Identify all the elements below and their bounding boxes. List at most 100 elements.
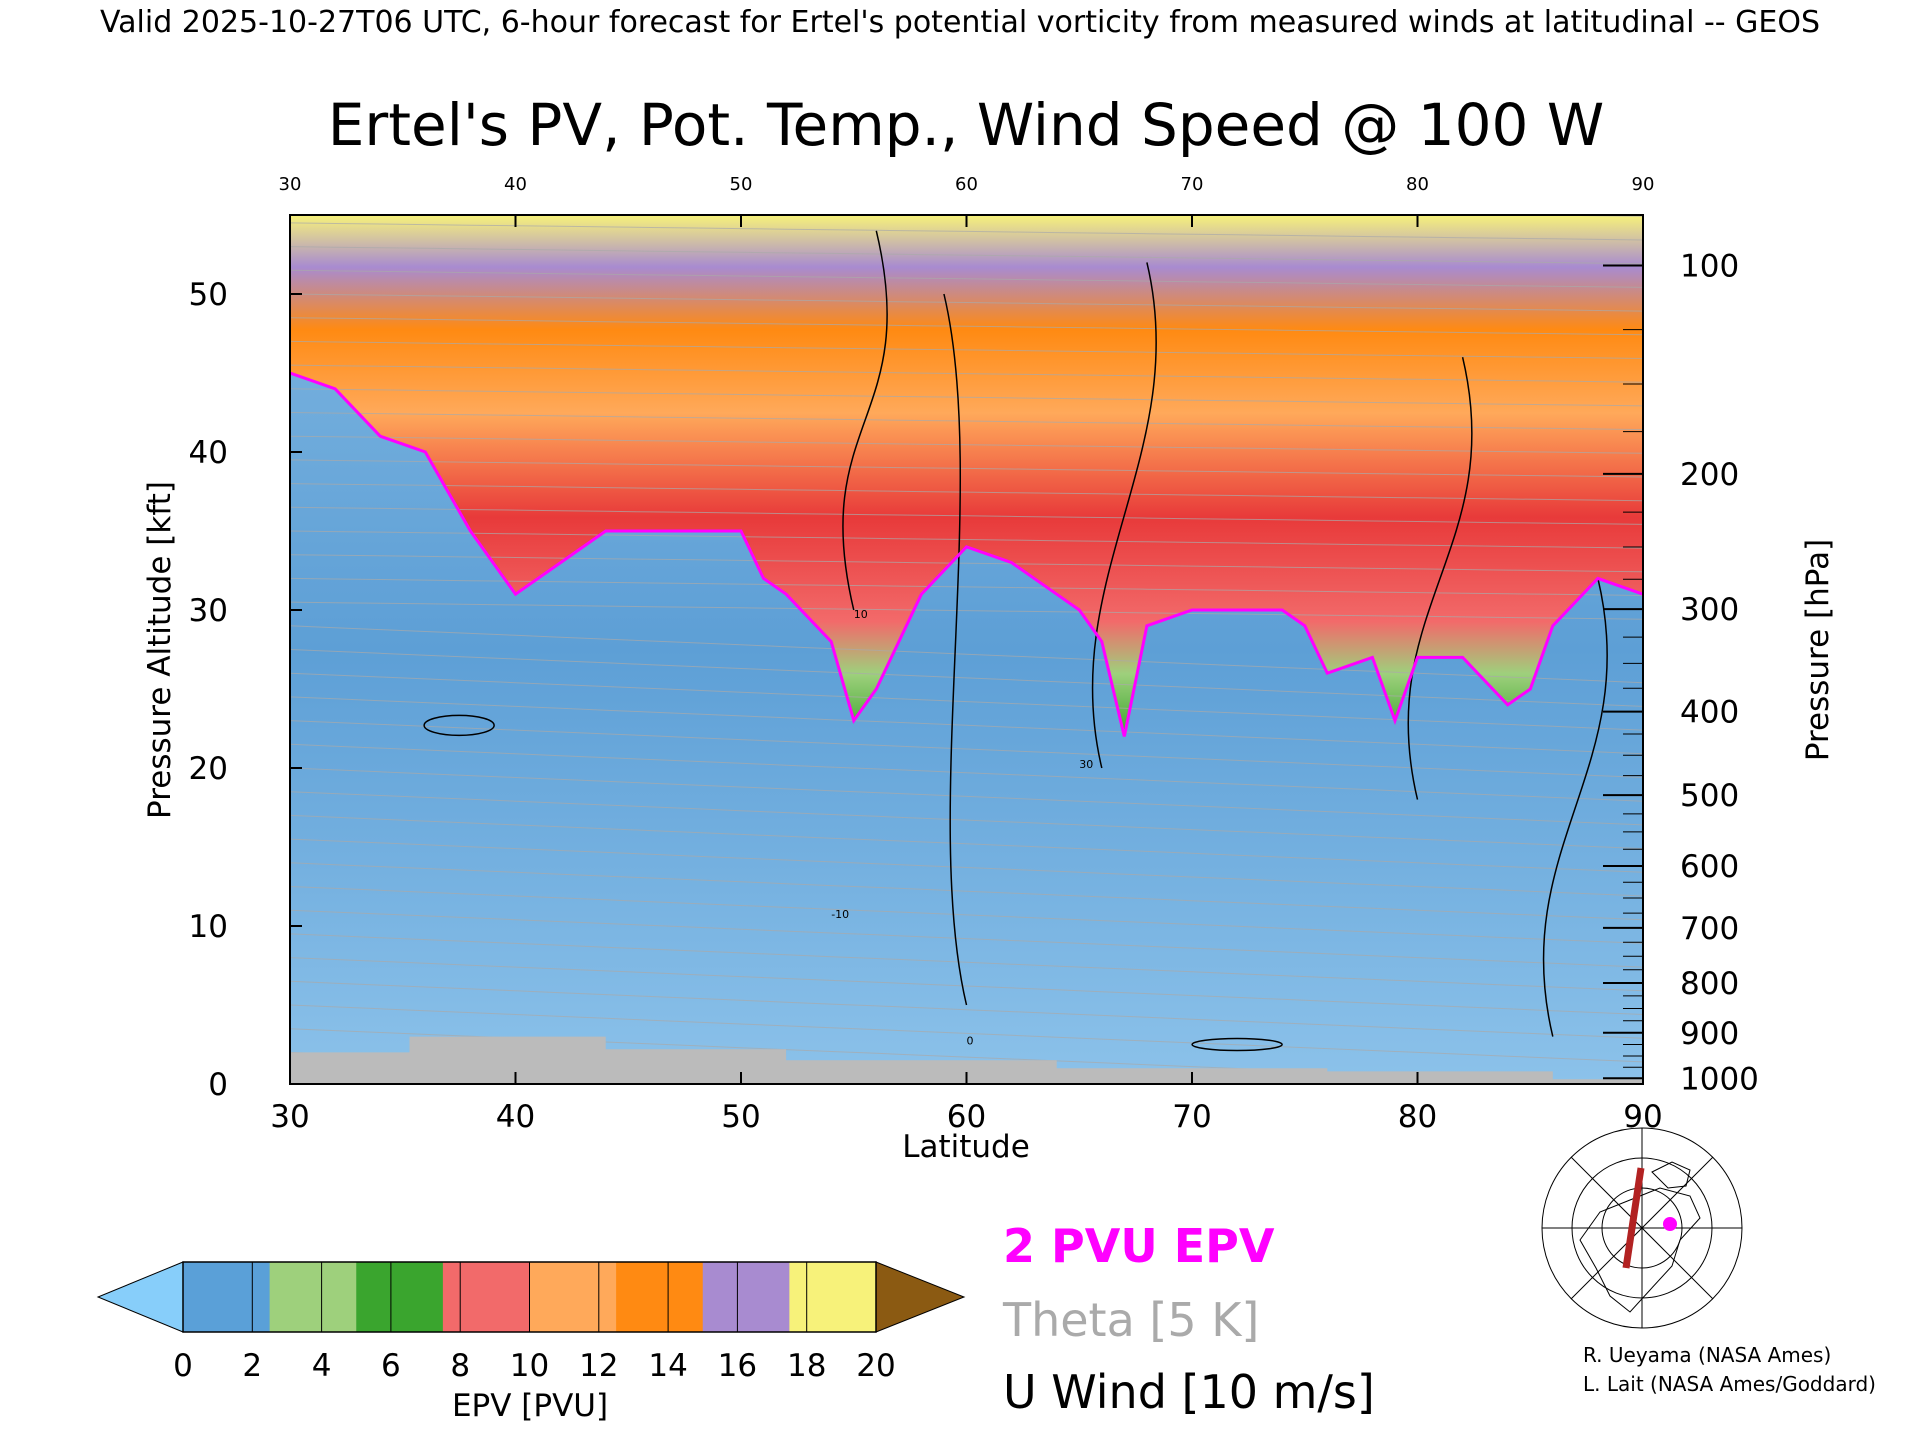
theta-line [290,269,1643,288]
y-tick-label: 20 [189,751,228,787]
credit-line-2: L. Lait (NASA Ames/Goddard) [1583,1372,1876,1396]
theta-line [290,246,1643,265]
x-top-tick-label: 30 [279,174,302,195]
legend-wind: U Wind [10 m/s] [1003,1365,1375,1419]
pv-2-line [290,371,1643,737]
wind-contour [842,230,888,611]
theta-line [290,625,1643,684]
y-tick-label: 0 [208,1067,228,1103]
theta-line [290,459,1643,478]
theta-line [290,412,1643,431]
x-top-tick-label: 80 [1406,174,1429,195]
theta-line [290,838,1643,897]
theta-line [290,767,1643,826]
colorbar-segment [356,1262,444,1332]
x-axis-label: Latitude [902,1129,1030,1165]
theta-line [290,601,1643,620]
x-top-tick-label: 90 [1632,174,1655,195]
y-tick-label: 10 [189,909,228,945]
theta-line [290,554,1643,573]
colorbar-segment [789,1262,877,1332]
legend-theta: Theta [5 K] [1002,1293,1259,1347]
credit-line-1: R. Ueyama (NASA Ames) [1583,1343,1831,1367]
colorbar-over-triangle [875,1261,966,1333]
pressure-tick-label: 600 [1680,849,1739,885]
colorbar-segment [529,1262,617,1332]
x-tick-label: 80 [1398,1099,1437,1135]
theta-line [290,814,1643,873]
theta-line [290,933,1643,992]
x-top-tick-label: 60 [955,174,978,195]
wind-contour [1542,578,1608,1037]
theta-line [290,720,1643,778]
colorbar-segment [269,1262,357,1332]
pressure-tick-label: 1000 [1680,1061,1759,1097]
theta-line [290,483,1643,502]
theta-line [290,909,1643,968]
y-tick-label: 40 [189,435,228,471]
wind-contour [1091,262,1157,769]
colorbar-segment [702,1262,790,1332]
theta-line [1500,215,1643,217]
colorbar-segment [183,1262,271,1332]
theta-line [290,886,1643,944]
pressure-tick-label: 900 [1680,1016,1739,1052]
x-tick-label: 40 [496,1099,535,1135]
colorbar-tick-label: 6 [381,1348,401,1384]
pressure-tick-label: 200 [1680,457,1739,493]
wind-contour-label: 0 [967,1035,974,1048]
colorbar-tick-label: 2 [242,1348,262,1384]
pressure-tick-label: 800 [1680,966,1739,1002]
chart-title: Ertel's PV, Pot. Temp., Wind Speed @ 100… [328,91,1604,159]
theta-line [290,293,1643,312]
theta-line [290,388,1643,407]
theta-line [290,317,1643,336]
super-title: Valid 2025-10-27T06 UTC, 6-hour forecast… [100,5,1820,40]
colorbar-tick-label: 10 [510,1348,549,1384]
wind-contour-label: 10 [854,608,868,621]
y-tick-label: 30 [189,593,228,629]
colorbar-tick-label: 0 [173,1348,193,1384]
theta-line [290,743,1643,802]
pressure-tick-label: 100 [1680,248,1739,284]
colorbar-label: EPV [PVU] [452,1388,608,1424]
colorbar-tick-label: 16 [718,1348,757,1384]
wind-contour-label: -10 [831,908,849,921]
colorbar-under-triangle [96,1261,184,1333]
colorbar: 0 2 4 6 8 10 12 14 16 18 20 [96,1261,966,1384]
theta-line [290,980,1643,1039]
colorbar-frame [182,1261,877,1333]
theta-line [290,791,1643,850]
theta-line [290,862,1643,921]
axes: 30 30 40 40 50 50 60 60 70 70 80 80 90 900 10 20 30 40 50 1… [189,174,1759,1135]
x-tick-label: 30 [270,1099,309,1135]
colorbar-tick-label: 4 [312,1348,332,1384]
pressure-tick-label: 400 [1680,695,1739,731]
legend-pv: 2 PVU EPV [1003,1219,1275,1273]
theta-line [290,696,1643,755]
pressure-tick-label: 700 [1680,911,1739,947]
colorbar-segment [616,1262,704,1332]
theta-line [290,649,1643,707]
theta-line [290,1004,1643,1063]
pressure-tick-label: 500 [1680,778,1739,814]
y-tick-label: 50 [189,277,228,313]
x-top-tick-label: 70 [1181,174,1204,195]
x-tick-label: 60 [947,1099,986,1135]
x-top-tick-label: 40 [504,174,527,195]
plot-area: 0 10 30 -10 [290,215,1643,1084]
ground-mask [290,1036,1643,1084]
x-tick-label: 70 [1172,1099,1211,1135]
colorbar-tick-label: 14 [648,1348,687,1384]
wind-contour [943,293,968,1006]
theta-line [290,340,1643,359]
colorbar-tick-label: 8 [450,1348,470,1384]
locator-map [1541,1127,1743,1329]
theta-line [290,435,1643,454]
theta-line [290,364,1643,383]
theta-line [290,577,1643,596]
wind-contour [1407,357,1473,800]
x-tick-label: 50 [721,1099,760,1135]
colorbar-segment [442,1262,530,1332]
